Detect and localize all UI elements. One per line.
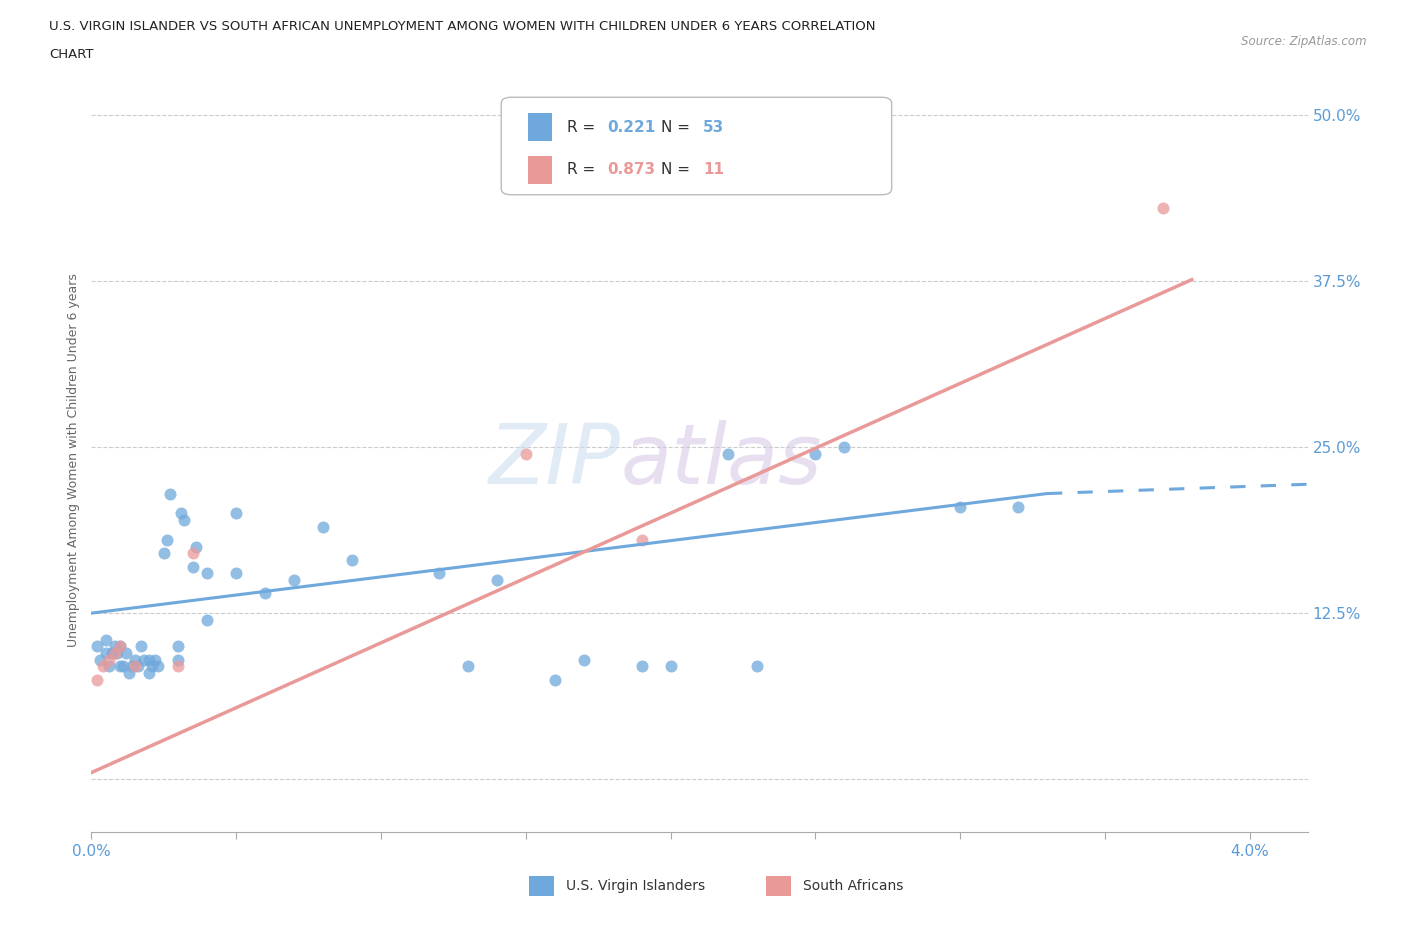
Text: U.S. Virgin Islanders: U.S. Virgin Islanders <box>565 879 704 893</box>
Text: 0.221: 0.221 <box>607 120 655 135</box>
Point <box>129 639 152 654</box>
Point <box>121 658 143 673</box>
Point <box>138 652 160 667</box>
Text: N =: N = <box>661 120 695 135</box>
Point <box>485 573 508 588</box>
Point <box>110 658 132 673</box>
Point <box>141 658 163 673</box>
FancyBboxPatch shape <box>529 156 553 184</box>
Point <box>254 586 277 601</box>
Point <box>630 533 652 548</box>
Point <box>100 645 122 660</box>
Point <box>97 652 120 667</box>
Point <box>225 565 247 580</box>
Text: 11: 11 <box>703 163 724 178</box>
Point <box>340 552 363 567</box>
Point <box>115 645 138 660</box>
Point <box>138 666 160 681</box>
Point <box>110 639 132 654</box>
Text: ZIP: ZIP <box>488 419 620 501</box>
Point <box>89 652 111 667</box>
Point <box>195 565 218 580</box>
Point <box>544 672 567 687</box>
Point <box>124 652 146 667</box>
Point <box>167 658 190 673</box>
Point <box>86 639 108 654</box>
Point <box>1007 499 1029 514</box>
Point <box>127 658 149 673</box>
Point <box>107 645 129 660</box>
FancyBboxPatch shape <box>766 875 790 897</box>
Point <box>118 666 141 681</box>
Text: 0.873: 0.873 <box>607 163 655 178</box>
Point <box>747 658 769 673</box>
Point <box>717 446 740 461</box>
Point <box>184 539 207 554</box>
Point <box>515 446 537 461</box>
Point <box>949 499 972 514</box>
Point <box>181 546 204 561</box>
Text: 53: 53 <box>703 120 724 135</box>
Point <box>832 440 855 455</box>
Point <box>103 645 125 660</box>
Text: N =: N = <box>661 163 695 178</box>
Point <box>152 546 174 561</box>
Point <box>143 652 166 667</box>
Text: CHART: CHART <box>49 48 94 61</box>
Point <box>103 639 125 654</box>
Point <box>427 565 450 580</box>
Point <box>181 559 204 574</box>
Text: atlas: atlas <box>620 419 823 501</box>
Y-axis label: Unemployment Among Women with Children Under 6 years: Unemployment Among Women with Children U… <box>67 273 80 647</box>
Point <box>195 612 218 627</box>
Point <box>167 652 190 667</box>
Point <box>112 658 135 673</box>
Point <box>86 672 108 687</box>
Point <box>283 573 305 588</box>
Point <box>94 632 117 647</box>
Point <box>659 658 682 673</box>
FancyBboxPatch shape <box>502 98 891 194</box>
Point <box>132 652 155 667</box>
FancyBboxPatch shape <box>529 113 553 141</box>
Point <box>804 446 827 461</box>
Text: U.S. VIRGIN ISLANDER VS SOUTH AFRICAN UNEMPLOYMENT AMONG WOMEN WITH CHILDREN UND: U.S. VIRGIN ISLANDER VS SOUTH AFRICAN UN… <box>49 20 876 33</box>
Point <box>170 506 193 521</box>
Point <box>91 658 114 673</box>
Text: South Africans: South Africans <box>803 879 903 893</box>
Point <box>457 658 479 673</box>
Point <box>225 506 247 521</box>
Point <box>312 519 335 534</box>
Point <box>572 652 595 667</box>
Point <box>1152 201 1174 216</box>
Text: R =: R = <box>567 120 600 135</box>
Point <box>159 486 181 501</box>
Point <box>94 645 117 660</box>
FancyBboxPatch shape <box>529 875 554 897</box>
Point <box>630 658 652 673</box>
Point <box>124 658 146 673</box>
Point <box>97 658 120 673</box>
Point <box>146 658 169 673</box>
Text: Source: ZipAtlas.com: Source: ZipAtlas.com <box>1241 35 1367 48</box>
Point <box>156 533 179 548</box>
Text: R =: R = <box>567 163 600 178</box>
Point <box>167 639 190 654</box>
Point <box>110 639 132 654</box>
Point <box>173 512 195 527</box>
